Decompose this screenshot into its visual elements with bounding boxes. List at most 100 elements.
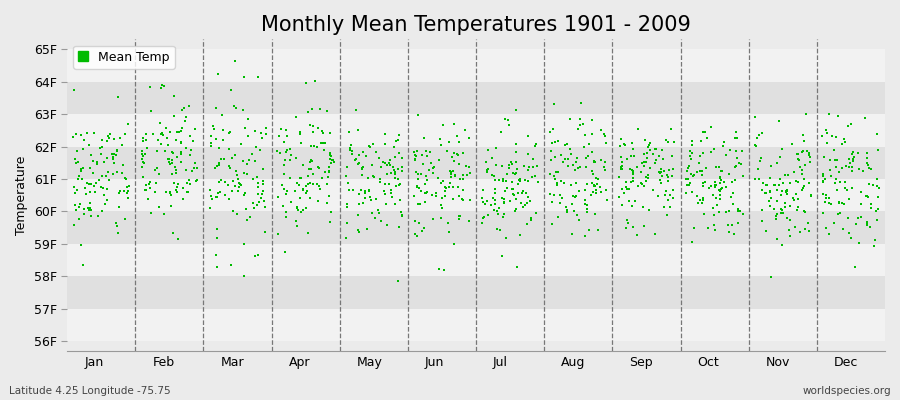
Point (289, 154, 303, 161)
Point (594, 157, 608, 163)
Point (216, 126, 230, 133)
Point (378, 200, 392, 207)
Point (839, 163, 853, 170)
Point (723, 146, 737, 153)
Point (769, 213, 783, 220)
Point (306, 180, 320, 187)
Point (638, 137, 652, 143)
Point (860, 222, 875, 229)
Point (106, 171, 121, 178)
Point (693, 138, 707, 144)
Point (570, 212, 584, 218)
Point (651, 193, 665, 200)
Point (243, 214, 257, 220)
Point (692, 153, 706, 159)
Point (590, 181, 604, 187)
Point (150, 148, 165, 154)
Point (169, 137, 184, 144)
Point (695, 172, 709, 178)
Point (713, 192, 727, 198)
Point (684, 239, 698, 245)
Point (407, 192, 421, 199)
Point (755, 130, 770, 137)
Point (241, 133, 256, 139)
Point (352, 160, 366, 166)
Point (872, 185, 886, 192)
Point (524, 216, 538, 223)
Point (288, 188, 302, 194)
Point (408, 156, 422, 163)
Point (560, 140, 574, 147)
Point (778, 203, 792, 210)
Point (115, 170, 130, 176)
Point (793, 229, 807, 236)
Point (687, 172, 701, 178)
Point (322, 130, 337, 136)
Point (835, 140, 850, 147)
Point (180, 180, 194, 186)
Point (313, 139, 328, 146)
Point (567, 208, 581, 214)
Point (320, 108, 334, 114)
Point (722, 208, 736, 214)
Point (824, 172, 838, 179)
Point (166, 113, 181, 119)
Point (652, 169, 666, 176)
Point (392, 132, 406, 138)
Point (320, 180, 334, 187)
Point (378, 140, 392, 147)
Point (86, 170, 100, 176)
Point (93, 145, 107, 152)
Point (759, 228, 773, 234)
Point (713, 174, 727, 180)
Point (546, 101, 561, 108)
Point (631, 183, 645, 190)
Point (589, 175, 603, 182)
Point (251, 252, 266, 258)
Point (117, 188, 131, 194)
Point (714, 186, 728, 192)
Point (496, 176, 510, 183)
Point (355, 165, 369, 172)
Point (795, 167, 809, 173)
Point (564, 182, 579, 188)
Point (387, 169, 401, 175)
Point (753, 158, 768, 164)
Point (818, 126, 832, 133)
Point (844, 164, 859, 170)
Point (179, 114, 194, 120)
Point (731, 208, 745, 214)
Point (869, 208, 884, 215)
Point (72, 215, 86, 222)
Point (76, 164, 90, 171)
Point (388, 200, 402, 207)
Point (480, 198, 494, 204)
Point (442, 138, 456, 145)
Point (446, 183, 460, 190)
Point (155, 130, 169, 136)
Point (554, 195, 569, 201)
Point (652, 177, 667, 183)
Point (666, 166, 680, 172)
Point (521, 164, 535, 171)
Point (278, 249, 293, 255)
Point (378, 160, 392, 166)
Point (392, 150, 407, 156)
Point (100, 155, 114, 161)
Point (775, 242, 789, 248)
Point (392, 196, 407, 203)
Point (310, 164, 325, 170)
Point (481, 166, 495, 172)
Point (655, 172, 670, 179)
Point (351, 127, 365, 134)
Point (91, 213, 105, 220)
Point (120, 184, 134, 191)
Point (365, 162, 380, 169)
Point (614, 135, 628, 142)
Point (578, 197, 592, 203)
Point (226, 178, 240, 184)
Point (148, 189, 162, 196)
Point (426, 164, 440, 171)
Point (518, 202, 532, 208)
Point (706, 192, 720, 199)
